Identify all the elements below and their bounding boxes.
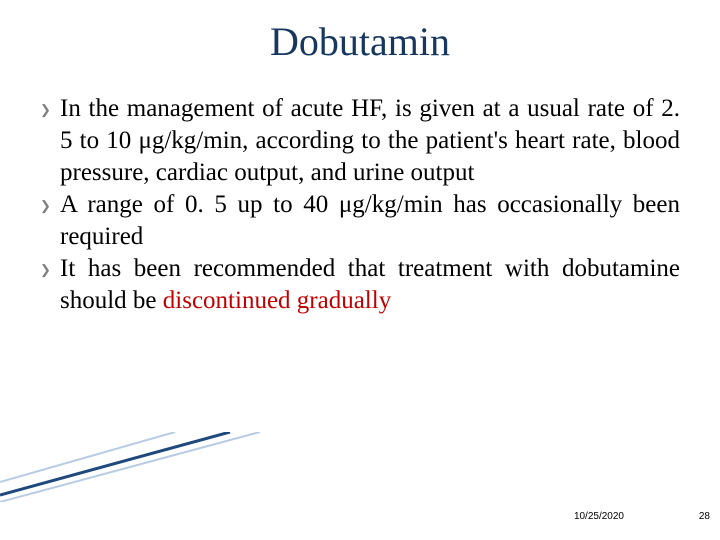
bullet-item: ❯ A range of 0. 5 up to 40 μg/kg/min has…	[60, 189, 680, 253]
bullet-highlight: discontinued gradually	[163, 287, 391, 314]
bullet-item: ❯ In the management of acute HF, is give…	[60, 93, 680, 189]
bullet-icon: ❯	[40, 102, 51, 119]
bullet-icon: ❯	[40, 262, 51, 279]
slide-body: ❯ In the management of acute HF, is give…	[60, 93, 680, 317]
bullet-icon: ❯	[40, 198, 51, 215]
slide: Dobutamin ❯ In the management of acute H…	[0, 0, 720, 540]
bullet-item: ❯ It has been recommended that treatment…	[60, 253, 680, 317]
bullet-text: In the management of acute HF, is given …	[60, 95, 680, 186]
footer-date: 10/25/2020	[574, 511, 624, 522]
slide-title: Dobutamin	[40, 18, 680, 65]
bullet-text: A range of 0. 5 up to 40 μg/kg/min has o…	[60, 191, 680, 250]
footer-page-number: 28	[699, 511, 710, 522]
accent-decoration	[0, 432, 260, 502]
